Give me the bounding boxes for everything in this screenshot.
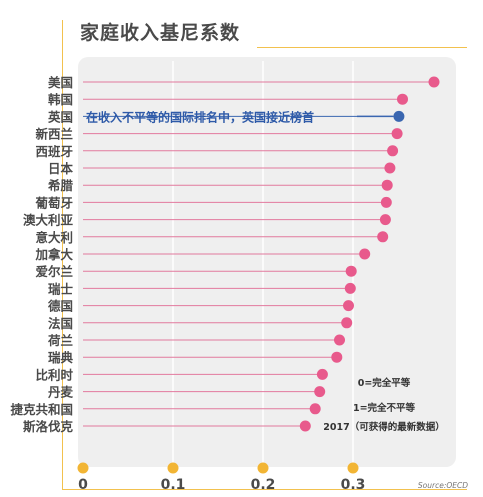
x-tick-dot [347,462,359,474]
data-point [309,403,321,415]
x-tick-dot [257,462,269,474]
country-label: 英国 [48,109,73,124]
data-point [334,334,345,346]
data-point [428,76,440,88]
frame-left-line [62,20,63,490]
note-text: 1=完全不平等 [353,402,416,414]
data-point [345,265,357,277]
data-point [397,93,408,105]
country-label: 新西兰 [35,127,73,142]
data-point [359,248,371,260]
data-point [391,128,403,140]
data-point [380,196,392,208]
frame-top-line [257,47,467,48]
country-label: 西班牙 [35,144,73,159]
data-point [314,386,326,398]
country-label: 斯洛伐克 [23,419,74,434]
data-point [299,420,311,432]
source-text: Source:OECD [418,481,468,490]
data-point [331,351,343,363]
country-label: 荷兰 [47,333,74,348]
highlight-point [393,110,405,122]
country-label: 韩国 [48,92,73,107]
country-label: 比利时 [35,367,73,382]
x-tick-label: 0 [78,477,88,493]
note-text: 0=完全平等 [358,377,411,389]
data-point [381,179,393,191]
country-label: 加拿大 [34,247,73,262]
x-tick-dot [77,462,89,474]
data-point [387,145,399,157]
data-point [316,368,328,380]
country-label: 美国 [48,75,73,90]
x-tick-label: 0.2 [251,477,276,493]
note-text: 2017（可获得的最新数据） [323,421,444,433]
country-label: 爱尔兰 [35,264,73,279]
country-label: 丹麦 [48,385,74,400]
data-point [341,317,353,329]
country-label: 瑞典 [48,350,74,365]
data-point [343,300,354,312]
x-tick-label: 0.1 [161,477,186,493]
country-label: 瑞士 [48,281,74,296]
country-label: 澳大利亚 [23,213,74,228]
frame-bottom-line [62,489,467,490]
data-point [377,231,389,243]
data-point [344,282,356,294]
x-tick-label: 0.3 [341,477,366,493]
annotation-text: 在收入不平等的国际排名中，英国接近榜首 [86,109,314,124]
country-label: 捷克共和国 [10,402,73,417]
country-label: 葡萄牙 [34,195,73,210]
country-label: 希腊 [47,178,74,193]
x-tick-dot [167,462,179,474]
country-label: 德国 [48,299,73,314]
country-label: 日本 [48,161,74,176]
data-point [379,214,391,226]
country-label: 意大利 [35,230,73,245]
data-point [384,162,396,174]
chart-title: 家庭收入基尼系数 [80,22,241,44]
country-label: 法国 [48,316,73,331]
